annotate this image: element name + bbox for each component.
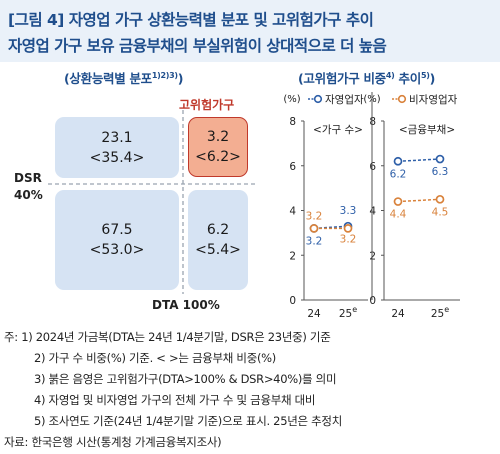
y-tick-label: 0	[289, 295, 296, 307]
data-point	[435, 194, 445, 204]
data-point	[343, 224, 353, 233]
quadrant-top-right-high-risk: 3.2 <6.2>	[188, 117, 248, 177]
quadrant-top-right-debt: <6.2>	[195, 149, 241, 165]
footnotes: 주: 1) 2024년 가금복(DTA는 24년 1/4분기말, DSR은 23…	[4, 327, 342, 453]
x-tick-label: 24	[307, 308, 321, 320]
data-label: 4.5	[432, 206, 449, 218]
data-label: 3.2	[306, 235, 323, 247]
y-tick-label: 8	[289, 116, 296, 128]
dsr-axis-label: DSR	[14, 171, 42, 185]
panel-label: <금융부채>	[399, 124, 455, 136]
data-label: 3.2	[306, 210, 323, 222]
quadrant-bottom-right-households: 6.2	[206, 222, 230, 238]
dsr-threshold-label: 40%	[14, 188, 43, 202]
y-unit-label: (%)	[283, 94, 300, 105]
left-panel-subtitle: (상환능력별 분포1)2)3))	[64, 70, 184, 86]
footnote-source: 자료: 한국은행 시산(통계청 가계금융복지조사)	[4, 435, 222, 449]
quadrant-bottom-right: 6.2 <5.4>	[188, 190, 248, 290]
y-tick-label: 6	[289, 161, 296, 173]
y-tick-label: 4	[369, 206, 376, 218]
legend-marker	[397, 94, 407, 104]
legend-label: 비자영업자	[409, 93, 458, 106]
y-tick-label: 6	[369, 161, 376, 173]
data-point	[393, 197, 403, 206]
dta-axis-label: DTA 100%	[152, 298, 220, 312]
quadrant-bottom-right-debt: <5.4>	[195, 242, 241, 258]
figure-subtitle: 자영업 가구 보유 금융부채의 부실위험이 상대적으로 더 높음	[8, 37, 387, 55]
quadrant-top-left-debt: <35.4>	[89, 149, 145, 166]
data-label: 6.2	[390, 168, 407, 180]
footnote-3: 3) 붉은 음영은 고위험가구(DTA>100% & DSR>40%)를 의미	[34, 372, 337, 386]
y-tick-label: 2	[369, 250, 376, 262]
panel-label: <가구 수>	[313, 124, 363, 136]
data-point	[435, 154, 445, 164]
y-tick-label: 8	[369, 116, 376, 128]
quadrant-top-left-households: 23.1	[101, 129, 133, 146]
title-bar	[0, 0, 500, 62]
data-point	[393, 156, 403, 166]
quadrant-top-left: 23.1 <35.4>	[55, 117, 179, 178]
data-label: 3.2	[340, 233, 357, 245]
figure-title: [그림 4] 자영업 가구 상환능력별 분포 및 고위험가구 추이	[8, 11, 374, 29]
right-panel-subtitle: (고위험가구 비중4) 추이5))	[298, 70, 435, 86]
high-risk-label: 고위험가구	[179, 98, 235, 112]
x-tick-label: 24	[391, 308, 405, 320]
data-point	[309, 224, 319, 233]
series-line	[397, 198, 441, 203]
legend-label: 자영업자	[325, 93, 364, 106]
y-tick-label: 0	[369, 295, 376, 307]
data-label: 4.4	[390, 209, 407, 221]
quadrant-bottom-left-debt: <53.0>	[89, 242, 145, 258]
data-label: 6.3	[432, 166, 449, 178]
y-tick-label: 2	[289, 250, 296, 262]
quadrant-top-right-households: 3.2	[206, 129, 230, 145]
y-tick-label: 4	[289, 206, 296, 218]
quadrant-bottom-left: 67.5 <53.0>	[55, 190, 179, 290]
footnote-2: 2) 가구 수 비중(%) 기준. < >는 금융부채 비중(%)	[34, 351, 276, 365]
footnote-4: 4) 자영업 및 비자영업 가구의 전체 가구 수 및 금융부채 대비	[34, 393, 316, 407]
footnote-1: 주: 1) 2024년 가금복(DTA는 24년 1/4분기말, DSR은 23…	[4, 330, 331, 344]
series-line	[397, 158, 441, 163]
legend-marker	[313, 94, 323, 104]
quadrant-bottom-left-households: 67.5	[101, 222, 133, 238]
x-tick-label: 25e	[339, 305, 357, 320]
footnote-5: 5) 조사연도 기준(24년 1/4분기말 기준)으로 표시. 25년은 추정치	[34, 414, 342, 428]
data-label: 3.3	[340, 205, 357, 217]
x-tick-label: 25e	[431, 305, 449, 320]
